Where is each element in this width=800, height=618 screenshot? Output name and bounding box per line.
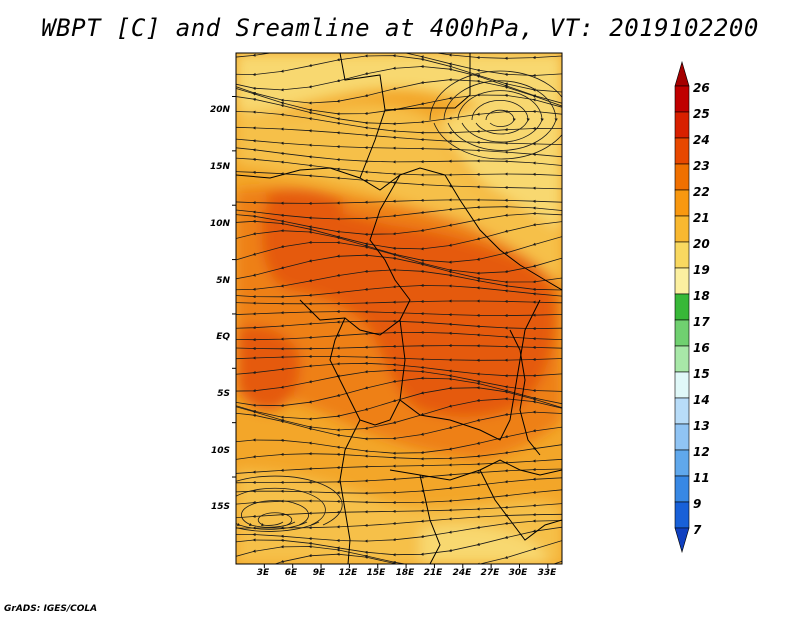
- lat-label-10n: 10N: [209, 219, 230, 229]
- streamline: [236, 198, 562, 205]
- streamline: [236, 475, 343, 532]
- lon-label-12e: 12E: [338, 568, 358, 578]
- streamline: [471, 100, 530, 135]
- lon-label-21e: 21E: [423, 568, 443, 578]
- lon-ticks: [263, 564, 549, 568]
- lon-label-3e: 3E: [256, 568, 270, 578]
- streamline: [236, 354, 562, 362]
- country-border: [444, 174, 562, 291]
- lat-label-10s: 10S: [210, 446, 230, 456]
- colorbar-label-25: 25: [693, 107, 710, 121]
- lon-label-27e: 27E: [480, 568, 500, 578]
- streamline: [236, 344, 562, 351]
- colorbar-label-26: 26: [693, 81, 710, 95]
- colorbar-swatch: [674, 163, 690, 191]
- colorbar-label-7: 7: [693, 523, 702, 537]
- colorbar-label-19: 19: [693, 263, 710, 277]
- streamline: [236, 319, 562, 331]
- lat-ticks: [232, 95, 236, 478]
- colorbar: [674, 60, 690, 554]
- lon-label-24e: 24E: [452, 568, 472, 578]
- streamline: [236, 309, 562, 318]
- colorbar-swatch: [674, 527, 690, 554]
- colorbar-label-12: 12: [693, 445, 710, 459]
- map-border: [235, 52, 563, 565]
- streamline: [236, 444, 562, 461]
- streamline: [236, 170, 562, 190]
- lat-label-5n: 5N: [216, 276, 230, 286]
- country-border: [339, 53, 386, 179]
- colorbar-label-22: 22: [693, 185, 710, 199]
- colorbar-label-20: 20: [693, 237, 710, 251]
- country-borders: [236, 53, 562, 564]
- country-border: [329, 317, 401, 426]
- colorbar-swatch: [674, 501, 690, 529]
- lon-label-9e: 9E: [312, 568, 326, 578]
- colorbar-label-9: 9: [693, 497, 702, 511]
- colorbar-label-15: 15: [693, 367, 710, 381]
- colorbar-swatch: [674, 345, 690, 373]
- lon-label-18e: 18E: [395, 568, 415, 578]
- country-border: [389, 459, 562, 481]
- colorbar-label-18: 18: [693, 289, 710, 303]
- streamline: [236, 299, 562, 306]
- country-border: [479, 469, 562, 541]
- colorbar-label-21: 21: [693, 211, 710, 225]
- colorbar-swatch: [674, 215, 690, 243]
- streamlines: [236, 53, 562, 564]
- streamline: [236, 283, 562, 299]
- country-border: [339, 419, 361, 564]
- lon-label-33e: 33E: [537, 568, 557, 578]
- lon-label-6e: 6E: [284, 568, 298, 578]
- grads-credit: GrADS: IGES/COLA: [4, 604, 98, 614]
- streamline: [236, 330, 562, 342]
- streamline: [485, 109, 516, 127]
- colorbar-label-16: 16: [693, 341, 710, 355]
- lat-label-15s: 15S: [210, 502, 230, 512]
- colorbar-swatch: [674, 85, 690, 113]
- lon-label-15e: 15E: [366, 568, 386, 578]
- streamline: [457, 90, 544, 143]
- streamline: [241, 500, 309, 528]
- lat-label-15n: 15N: [209, 162, 230, 172]
- colorbar-label-13: 13: [693, 419, 710, 433]
- colorbar-swatch: [674, 475, 690, 503]
- colorbar-swatch: [674, 60, 690, 87]
- country-border: [419, 474, 441, 564]
- map-area: [236, 53, 562, 564]
- colorbar-swatch: [674, 397, 690, 425]
- colorbar-label-23: 23: [693, 159, 710, 173]
- streamline: [257, 512, 293, 527]
- colorbar-label-17: 17: [693, 315, 710, 329]
- lat-label-5s: 5S: [217, 389, 230, 399]
- streamline: [252, 552, 562, 564]
- streamline: [429, 70, 562, 160]
- country-border: [299, 174, 411, 336]
- chart-title: WBPT [C] and Sreamline at 400hPa, VT: 20…: [41, 14, 759, 42]
- lat-label-eq: EQ: [216, 332, 230, 342]
- colorbar-swatch: [674, 189, 690, 217]
- colorbar-label-24: 24: [693, 133, 710, 147]
- colorbar-swatch: [674, 449, 690, 477]
- country-border: [509, 329, 541, 456]
- colorbar-swatch: [674, 267, 690, 295]
- colorbar-swatch: [674, 371, 690, 399]
- streamline: [443, 80, 558, 151]
- colorbar-swatch: [674, 137, 690, 165]
- colorbar-label-11: 11: [693, 471, 710, 485]
- lon-label-30e: 30E: [508, 568, 528, 578]
- colorbar-label-14: 14: [693, 393, 710, 407]
- country-border: [384, 53, 471, 111]
- colorbar-swatch: [674, 423, 690, 451]
- colorbar-swatch: [674, 293, 690, 321]
- colorbar-swatch: [674, 111, 690, 139]
- colorbar-swatch: [674, 241, 690, 269]
- colorbar-swatch: [674, 319, 690, 347]
- lat-label-20n: 20N: [209, 105, 230, 115]
